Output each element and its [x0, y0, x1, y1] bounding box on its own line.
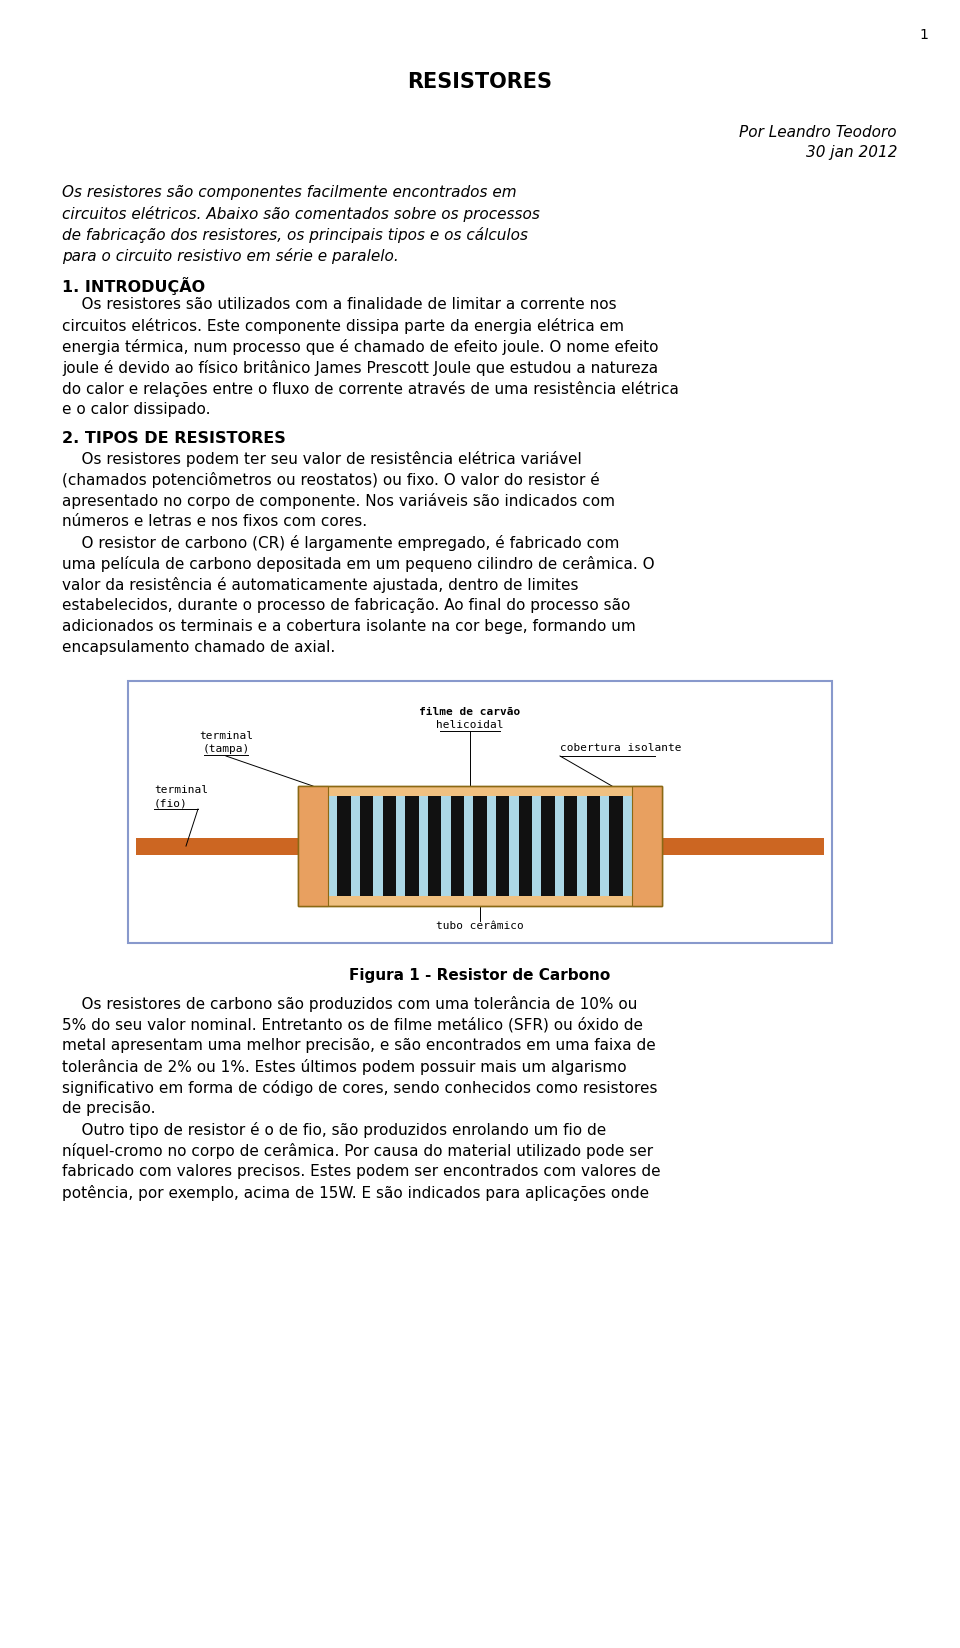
Text: (tampa): (tampa) — [203, 743, 250, 755]
Bar — [337, 796, 350, 897]
Bar — [587, 796, 600, 897]
Text: helicoidal: helicoidal — [436, 720, 504, 730]
Bar — [405, 796, 419, 897]
Bar — [298, 786, 328, 799]
Text: terminal: terminal — [199, 732, 253, 742]
Text: tubo cerâmico: tubo cerâmico — [436, 921, 524, 931]
Text: Figura 1 - Resistor de Carbono: Figura 1 - Resistor de Carbono — [349, 967, 611, 982]
Text: Os resistores de carbono são produzidos com uma tolerância de 10% ou: Os resistores de carbono são produzidos … — [62, 995, 637, 1012]
Text: metal apresentam uma melhor precisão, e são encontrados em uma faixa de: metal apresentam uma melhor precisão, e … — [62, 1038, 656, 1053]
Bar — [473, 796, 487, 897]
Text: 30 jan 2012: 30 jan 2012 — [805, 145, 897, 160]
Bar — [128, 681, 832, 943]
Text: terminal: terminal — [154, 784, 208, 794]
Text: encapsulamento chamado de axial.: encapsulamento chamado de axial. — [62, 639, 335, 654]
Text: estabelecidos, durante o processo de fabricação. Ao final do processo são: estabelecidos, durante o processo de fab… — [62, 598, 631, 613]
Bar — [632, 786, 662, 799]
Text: cobertura isolante: cobertura isolante — [560, 743, 682, 753]
Text: potência, por exemplo, acima de 15W. E são indicados para aplicações onde: potência, por exemplo, acima de 15W. E s… — [62, 1185, 649, 1201]
Bar — [632, 786, 662, 906]
Text: fabricado com valores precisos. Estes podem ser encontrados com valores de: fabricado com valores precisos. Estes po… — [62, 1163, 660, 1178]
Text: números e letras e nos fixos com cores.: números e letras e nos fixos com cores. — [62, 514, 367, 529]
Text: Os resistores são componentes facilmente encontrados em: Os resistores são componentes facilmente… — [62, 185, 516, 199]
Bar — [136, 837, 310, 855]
Text: joule é devido ao físico britânico James Prescott Joule que estudou a natureza: joule é devido ao físico britânico James… — [62, 359, 659, 376]
Text: filme de carvão: filme de carvão — [420, 707, 520, 717]
Bar — [298, 786, 328, 906]
Text: energia térmica, num processo que é chamado de efeito joule. O nome efeito: energia térmica, num processo que é cham… — [62, 339, 659, 354]
Text: (fio): (fio) — [154, 798, 188, 808]
Text: de precisão.: de precisão. — [62, 1101, 156, 1116]
Text: adicionados os terminais e a cobertura isolante na cor bege, formando um: adicionados os terminais e a cobertura i… — [62, 620, 636, 634]
Bar — [518, 796, 532, 897]
Text: 2. TIPOS DE RESISTORES: 2. TIPOS DE RESISTORES — [62, 432, 286, 447]
Text: Os resistores podem ter seu valor de resistência elétrica variável: Os resistores podem ter seu valor de res… — [62, 452, 582, 466]
Bar — [541, 796, 555, 897]
Text: 1. INTRODUÇÃO: 1. INTRODUÇÃO — [62, 277, 205, 295]
Text: do calor e relações entre o fluxo de corrente através de uma resistência elétric: do calor e relações entre o fluxo de cor… — [62, 381, 679, 397]
Text: apresentado no corpo de componente. Nos variáveis são indicados com: apresentado no corpo de componente. Nos … — [62, 493, 615, 509]
Text: Os resistores são utilizados com a finalidade de limitar a corrente nos: Os resistores são utilizados com a final… — [62, 297, 616, 311]
Text: RESISTORES: RESISTORES — [407, 73, 553, 92]
Bar — [450, 796, 464, 897]
Bar — [298, 786, 662, 906]
Bar — [496, 796, 510, 897]
Text: e o calor dissipado.: e o calor dissipado. — [62, 402, 210, 417]
Text: O resistor de carbono (CR) é largamente empregado, é fabricado com: O resistor de carbono (CR) é largamente … — [62, 536, 619, 550]
Text: tolerância de 2% ou 1%. Estes últimos podem possuir mais um algarismo: tolerância de 2% ou 1%. Estes últimos po… — [62, 1060, 627, 1074]
Text: de fabricação dos resistores, os principais tipos e os cálculos: de fabricação dos resistores, os princip… — [62, 227, 528, 242]
Bar — [360, 796, 373, 897]
Text: Por Leandro Teodoro: Por Leandro Teodoro — [739, 125, 897, 140]
Text: uma película de carbono depositada em um pequeno cilindro de cerâmica. O: uma película de carbono depositada em um… — [62, 555, 655, 572]
Text: Outro tipo de resistor é o de fio, são produzidos enrolando um fio de: Outro tipo de resistor é o de fio, são p… — [62, 1122, 607, 1139]
Text: circuitos elétricos. Abaixo são comentados sobre os processos: circuitos elétricos. Abaixo são comentad… — [62, 206, 540, 222]
Bar — [298, 786, 662, 906]
Bar — [650, 837, 824, 855]
Bar — [382, 796, 396, 897]
Text: circuitos elétricos. Este componente dissipa parte da energia elétrica em: circuitos elétricos. Este componente dis… — [62, 318, 624, 335]
Text: 5% do seu valor nominal. Entretanto os de filme metálico (SFR) ou óxido de: 5% do seu valor nominal. Entretanto os d… — [62, 1017, 643, 1033]
Bar — [428, 796, 442, 897]
Bar — [632, 892, 662, 906]
Bar — [564, 796, 578, 897]
Text: significativo em forma de código de cores, sendo conhecidos como resistores: significativo em forma de código de core… — [62, 1079, 658, 1096]
Text: níquel-cromo no corpo de cerâmica. Por causa do material utilizado pode ser: níquel-cromo no corpo de cerâmica. Por c… — [62, 1144, 653, 1159]
Bar — [610, 796, 623, 897]
Bar — [328, 796, 632, 897]
Text: 1: 1 — [919, 28, 928, 41]
Text: valor da resistência é automaticamente ajustada, dentro de limites: valor da resistência é automaticamente a… — [62, 577, 579, 593]
Text: (chamados potenciômetros ou reostatos) ou fixo. O valor do resistor é: (chamados potenciômetros ou reostatos) o… — [62, 471, 600, 488]
Bar — [298, 892, 328, 906]
Text: para o circuito resistivo em série e paralelo.: para o circuito resistivo em série e par… — [62, 247, 398, 264]
